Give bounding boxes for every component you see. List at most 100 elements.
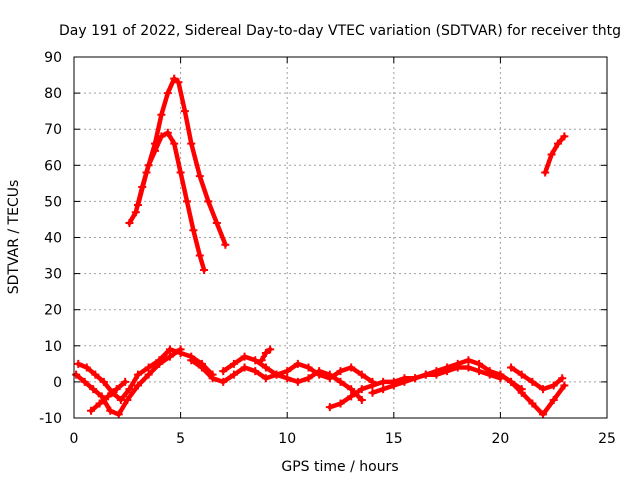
data-point: [121, 377, 130, 386]
data-point: [165, 352, 174, 361]
series-band-4: [187, 356, 377, 386]
data-layer: [72, 74, 569, 419]
y-tick-label: 0: [53, 375, 62, 391]
data-point: [421, 370, 430, 379]
data-point: [163, 128, 172, 137]
data-point: [261, 374, 270, 383]
data-point: [517, 370, 526, 379]
data-point: [176, 168, 185, 177]
data-point: [560, 381, 569, 390]
y-axis-label: SDTVAR / TECUs: [6, 180, 22, 295]
series-band-8: [496, 370, 569, 419]
data-point: [144, 161, 153, 170]
data-point: [91, 370, 100, 379]
data-point: [304, 363, 313, 372]
data-point: [89, 385, 98, 394]
data-point: [112, 385, 121, 394]
data-point: [261, 349, 270, 358]
data-point: [336, 377, 345, 386]
data-point: [219, 367, 228, 376]
data-point: [432, 367, 441, 376]
series-arc-low-peak: [125, 128, 209, 274]
data-point: [221, 240, 230, 249]
series-band-7: [368, 356, 526, 397]
data-point: [293, 359, 302, 368]
data-point: [131, 208, 140, 217]
series-band-9: [507, 363, 567, 394]
data-point: [528, 377, 537, 386]
data-point: [195, 172, 204, 181]
data-point: [517, 388, 526, 397]
data-point: [170, 74, 179, 83]
tick-layer: 0 5 10 15 20 25 -10 0 10 20 30 40 50 60 70 80 90: [39, 50, 616, 447]
data-point: [240, 352, 249, 361]
data-point: [125, 385, 134, 394]
data-point: [347, 392, 356, 401]
data-point: [257, 356, 266, 365]
data-point: [293, 377, 302, 386]
data-point: [400, 377, 409, 386]
data-point: [464, 356, 473, 365]
data-point: [133, 370, 142, 379]
data-point: [174, 78, 183, 87]
data-point: [553, 139, 562, 148]
data-point: [99, 377, 108, 386]
data-point: [507, 377, 516, 386]
data-point: [170, 139, 179, 148]
y-tick-label: 10: [44, 339, 62, 355]
series-arc-late: [541, 132, 569, 177]
y-tick-label: 20: [44, 303, 62, 319]
series-trace: [508, 365, 565, 392]
data-point: [82, 363, 91, 372]
series-band-3: [87, 377, 130, 415]
data-point: [240, 363, 249, 372]
data-point: [165, 345, 174, 354]
y-tick-label: 50: [44, 194, 62, 210]
y-tick-label: 80: [44, 86, 62, 102]
data-point: [347, 385, 356, 394]
series-band-10: [257, 345, 275, 365]
data-point: [229, 359, 238, 368]
data-point: [74, 359, 83, 368]
data-point: [157, 132, 166, 141]
data-point: [389, 381, 398, 390]
data-point: [189, 226, 198, 235]
data-point: [123, 395, 132, 404]
data-point: [283, 374, 292, 383]
data-point: [357, 395, 366, 404]
data-point: [453, 359, 462, 368]
data-point: [336, 367, 345, 376]
x-tick-label: 5: [176, 431, 185, 447]
data-point: [200, 265, 209, 274]
y-tick-label: 90: [44, 50, 62, 66]
data-point: [87, 406, 96, 415]
y-tick-label: -10: [39, 411, 62, 427]
x-tick-label: 0: [70, 431, 79, 447]
x-tick-label: 15: [385, 431, 403, 447]
data-point: [368, 388, 377, 397]
series-band-5: [219, 352, 366, 404]
data-point: [549, 381, 558, 390]
data-point: [547, 150, 556, 159]
data-point: [180, 107, 189, 116]
data-point: [95, 399, 104, 408]
data-point: [72, 370, 81, 379]
data-point: [144, 363, 153, 372]
data-point: [204, 197, 213, 206]
data-point: [304, 374, 313, 383]
data-point: [104, 392, 113, 401]
data-point: [336, 399, 345, 408]
data-point: [151, 146, 160, 155]
chart-title: Day 191 of 2022, Sidereal Day-to-day VTE…: [59, 23, 621, 39]
data-point: [80, 377, 89, 386]
data-point: [379, 377, 388, 386]
data-point: [182, 197, 191, 206]
data-point: [475, 359, 484, 368]
data-point: [560, 132, 569, 141]
data-point: [283, 367, 292, 376]
data-point: [464, 363, 473, 372]
data-point: [347, 363, 356, 372]
data-point: [219, 377, 228, 386]
x-tick-label: 10: [278, 431, 296, 447]
